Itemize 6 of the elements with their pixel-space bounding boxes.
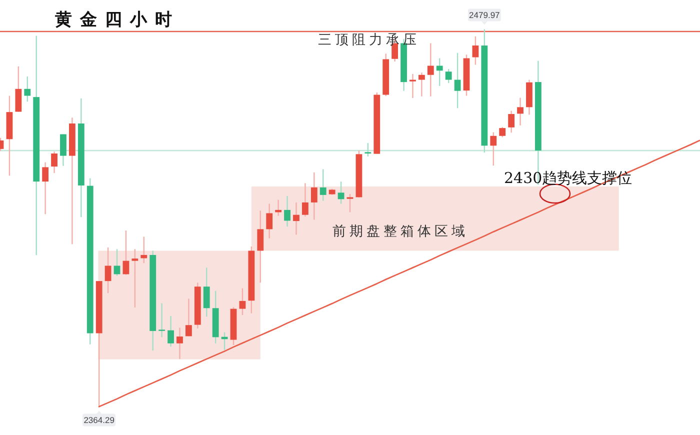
chart-title: 黄金四小时 xyxy=(54,10,180,30)
annotation: 2364.29 xyxy=(84,415,115,425)
price-tag: 2364.29 xyxy=(82,410,116,426)
band-label: 前期盘整箱体区域 xyxy=(332,224,468,240)
ref-line-label: 三顶阻力承压 xyxy=(318,32,420,48)
annotation: 2479.97 xyxy=(469,10,500,20)
